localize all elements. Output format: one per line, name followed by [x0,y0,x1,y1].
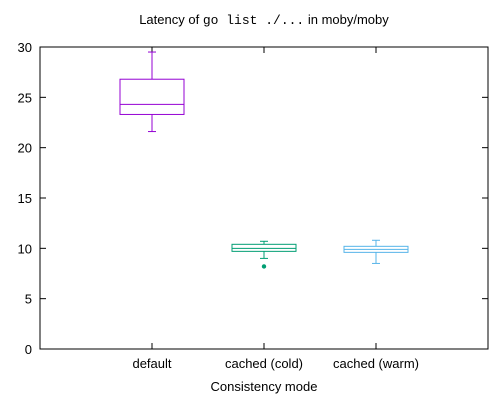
chart-title: Latency of go list ./... in moby/moby [139,12,389,28]
box-1 [231,240,297,269]
boxes [119,51,409,269]
y-tick-label: 30 [18,40,32,55]
y-tick-label: 20 [18,141,32,156]
plot-frame [39,46,489,350]
x-axis-label: Consistency mode [211,379,318,394]
x-axis: default cached (cold) cached (warm) [132,47,419,371]
chart-title-prefix: Latency of [139,12,203,27]
interquartile-box [119,78,185,115]
outlier-point [261,264,267,269]
y-axis: 0 5 10 15 20 25 30 [18,40,488,357]
x-tick-label: default [132,356,171,371]
y-tick-label: 15 [18,191,32,206]
interquartile-box [231,243,297,252]
x-tick-label: cached (cold) [225,356,303,371]
y-tick-label: 25 [18,90,32,105]
chart-title-suffix: in moby/moby [304,12,389,27]
box-2 [343,239,409,264]
chart-title-code: go list ./... [203,13,304,28]
box-0 [119,51,185,133]
y-tick-label: 5 [25,292,32,307]
y-tick-label: 10 [18,241,32,256]
y-tick-label: 0 [25,342,32,357]
x-tick-label: cached (warm) [333,356,419,371]
